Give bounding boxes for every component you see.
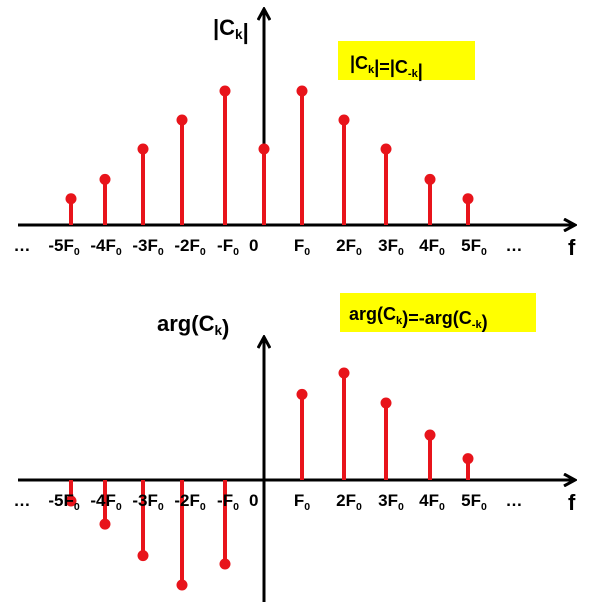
- tick-label: 2F0: [336, 236, 362, 258]
- tick-label: …: [506, 491, 523, 510]
- tick-label: 3F0: [378, 236, 404, 258]
- stem-point: [380, 143, 392, 155]
- tick-label: 5F0: [461, 236, 487, 258]
- tick-label: -5F0: [48, 491, 80, 513]
- stem-point: [380, 397, 392, 409]
- tick-label: …: [14, 491, 31, 510]
- tick-label: -5F0: [48, 236, 80, 258]
- magnitude-annotation: |Ck|=|C-k|: [350, 53, 423, 81]
- phase-annotation-box: [340, 293, 536, 332]
- tick-label: -F0: [217, 236, 239, 258]
- tick-label: 4F0: [419, 491, 445, 513]
- magnitude-annotation-box: [338, 41, 475, 80]
- tick-label: 0: [249, 236, 258, 255]
- phase-stems: [65, 367, 474, 591]
- phase-x-label: f: [568, 490, 576, 515]
- magnitude-chart: |Ck| |Ck|=|C-k| … -5F0 -4F0 -3F0 -2F0 -F0 0 F0 2…: [14, 10, 577, 260]
- magnitude-x-label: f: [568, 235, 576, 260]
- tick-label: F0: [294, 491, 310, 513]
- stem-point: [462, 193, 474, 205]
- tick-label: -2F0: [174, 236, 206, 258]
- tick-label: 5F0: [461, 491, 487, 513]
- stem-point: [137, 550, 149, 562]
- stem-point: [137, 143, 149, 155]
- tick-label: -3F0: [132, 491, 164, 513]
- stem-point: [99, 173, 111, 185]
- stem-point: [296, 85, 308, 97]
- tick-label: …: [506, 236, 523, 255]
- stem-point: [338, 114, 350, 126]
- stem-point: [258, 143, 270, 155]
- stem-point: [176, 579, 188, 591]
- tick-label: …: [14, 236, 31, 255]
- tick-label: 0: [249, 491, 258, 510]
- magnitude-tick-labels: … -5F0 -4F0 -3F0 -2F0 -F0 0 F0 2F0 3F0 4F0 5F0 …: [14, 236, 523, 258]
- tick-label: -3F0: [132, 236, 164, 258]
- magnitude-y-label: |Ck|: [213, 15, 249, 44]
- stem-point: [424, 173, 436, 185]
- magnitude-stems: [65, 85, 474, 225]
- tick-label: -F0: [217, 491, 239, 513]
- phase-annotation: arg(Ck)=-arg(C-k): [349, 304, 488, 332]
- phase-chart: arg(Ck) arg(Ck)=-arg(C-k) … -5F0 -4F0 -3F0-…: [14, 293, 577, 602]
- stem-point: [296, 388, 308, 400]
- stem-point: [219, 558, 231, 570]
- stem-point: [65, 495, 77, 507]
- stem-point: [462, 453, 474, 465]
- tick-label: F0: [294, 236, 310, 258]
- phase-tick-labels: … -5F0 -4F0 -3F0 -2F0 -F0 0 F0 2F0 3F0 4F0 5F0 …: [14, 491, 523, 513]
- stem-point: [424, 429, 436, 441]
- tick-label: -4F0: [90, 491, 122, 513]
- tick-label: 4F0: [419, 236, 445, 258]
- tick-label: -2F0: [174, 491, 206, 513]
- stem-point: [219, 85, 231, 97]
- tick-label: 3F0: [378, 491, 404, 513]
- phase-y-label: arg(Ck): [157, 311, 229, 340]
- stem-point: [65, 193, 77, 205]
- tick-label: 2F0: [336, 491, 362, 513]
- stem-point: [99, 518, 111, 530]
- stem-point: [338, 367, 350, 379]
- stem-point: [176, 114, 188, 126]
- tick-label: -4F0: [90, 236, 122, 258]
